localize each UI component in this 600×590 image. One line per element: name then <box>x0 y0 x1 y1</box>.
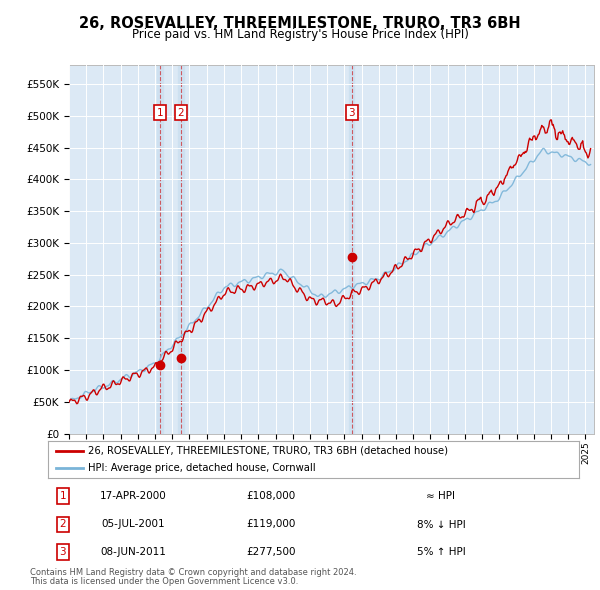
Text: 3: 3 <box>349 107 355 117</box>
Text: This data is licensed under the Open Government Licence v3.0.: This data is licensed under the Open Gov… <box>30 577 298 586</box>
Text: £108,000: £108,000 <box>247 491 296 502</box>
Text: £119,000: £119,000 <box>247 519 296 529</box>
Text: 05-JUL-2001: 05-JUL-2001 <box>101 519 165 529</box>
Text: 2: 2 <box>178 107 184 117</box>
Text: 8% ↓ HPI: 8% ↓ HPI <box>416 519 466 529</box>
Bar <box>157 65 163 434</box>
Text: 08-JUN-2011: 08-JUN-2011 <box>100 547 166 557</box>
Text: 5% ↑ HPI: 5% ↑ HPI <box>416 547 466 557</box>
Text: ≈ HPI: ≈ HPI <box>427 491 455 502</box>
Text: 2: 2 <box>59 519 66 529</box>
Text: 1: 1 <box>59 491 66 502</box>
Text: Contains HM Land Registry data © Crown copyright and database right 2024.: Contains HM Land Registry data © Crown c… <box>30 568 356 577</box>
Bar <box>178 65 184 434</box>
Text: 3: 3 <box>59 547 66 557</box>
Bar <box>349 65 355 434</box>
Text: £277,500: £277,500 <box>246 547 296 557</box>
Text: HPI: Average price, detached house, Cornwall: HPI: Average price, detached house, Corn… <box>88 463 316 473</box>
Text: Price paid vs. HM Land Registry's House Price Index (HPI): Price paid vs. HM Land Registry's House … <box>131 28 469 41</box>
Text: 26, ROSEVALLEY, THREEMILESTONE, TRURO, TR3 6BH (detached house): 26, ROSEVALLEY, THREEMILESTONE, TRURO, T… <box>88 446 448 455</box>
Text: 26, ROSEVALLEY, THREEMILESTONE, TRURO, TR3 6BH: 26, ROSEVALLEY, THREEMILESTONE, TRURO, T… <box>79 16 521 31</box>
Text: 1: 1 <box>157 107 163 117</box>
Text: 17-APR-2000: 17-APR-2000 <box>100 491 166 502</box>
